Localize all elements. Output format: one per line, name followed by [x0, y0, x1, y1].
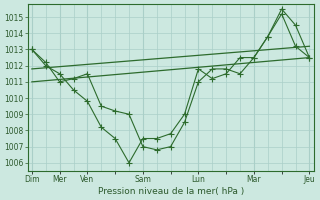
- X-axis label: Pression niveau de la mer( hPa ): Pression niveau de la mer( hPa ): [98, 187, 244, 196]
